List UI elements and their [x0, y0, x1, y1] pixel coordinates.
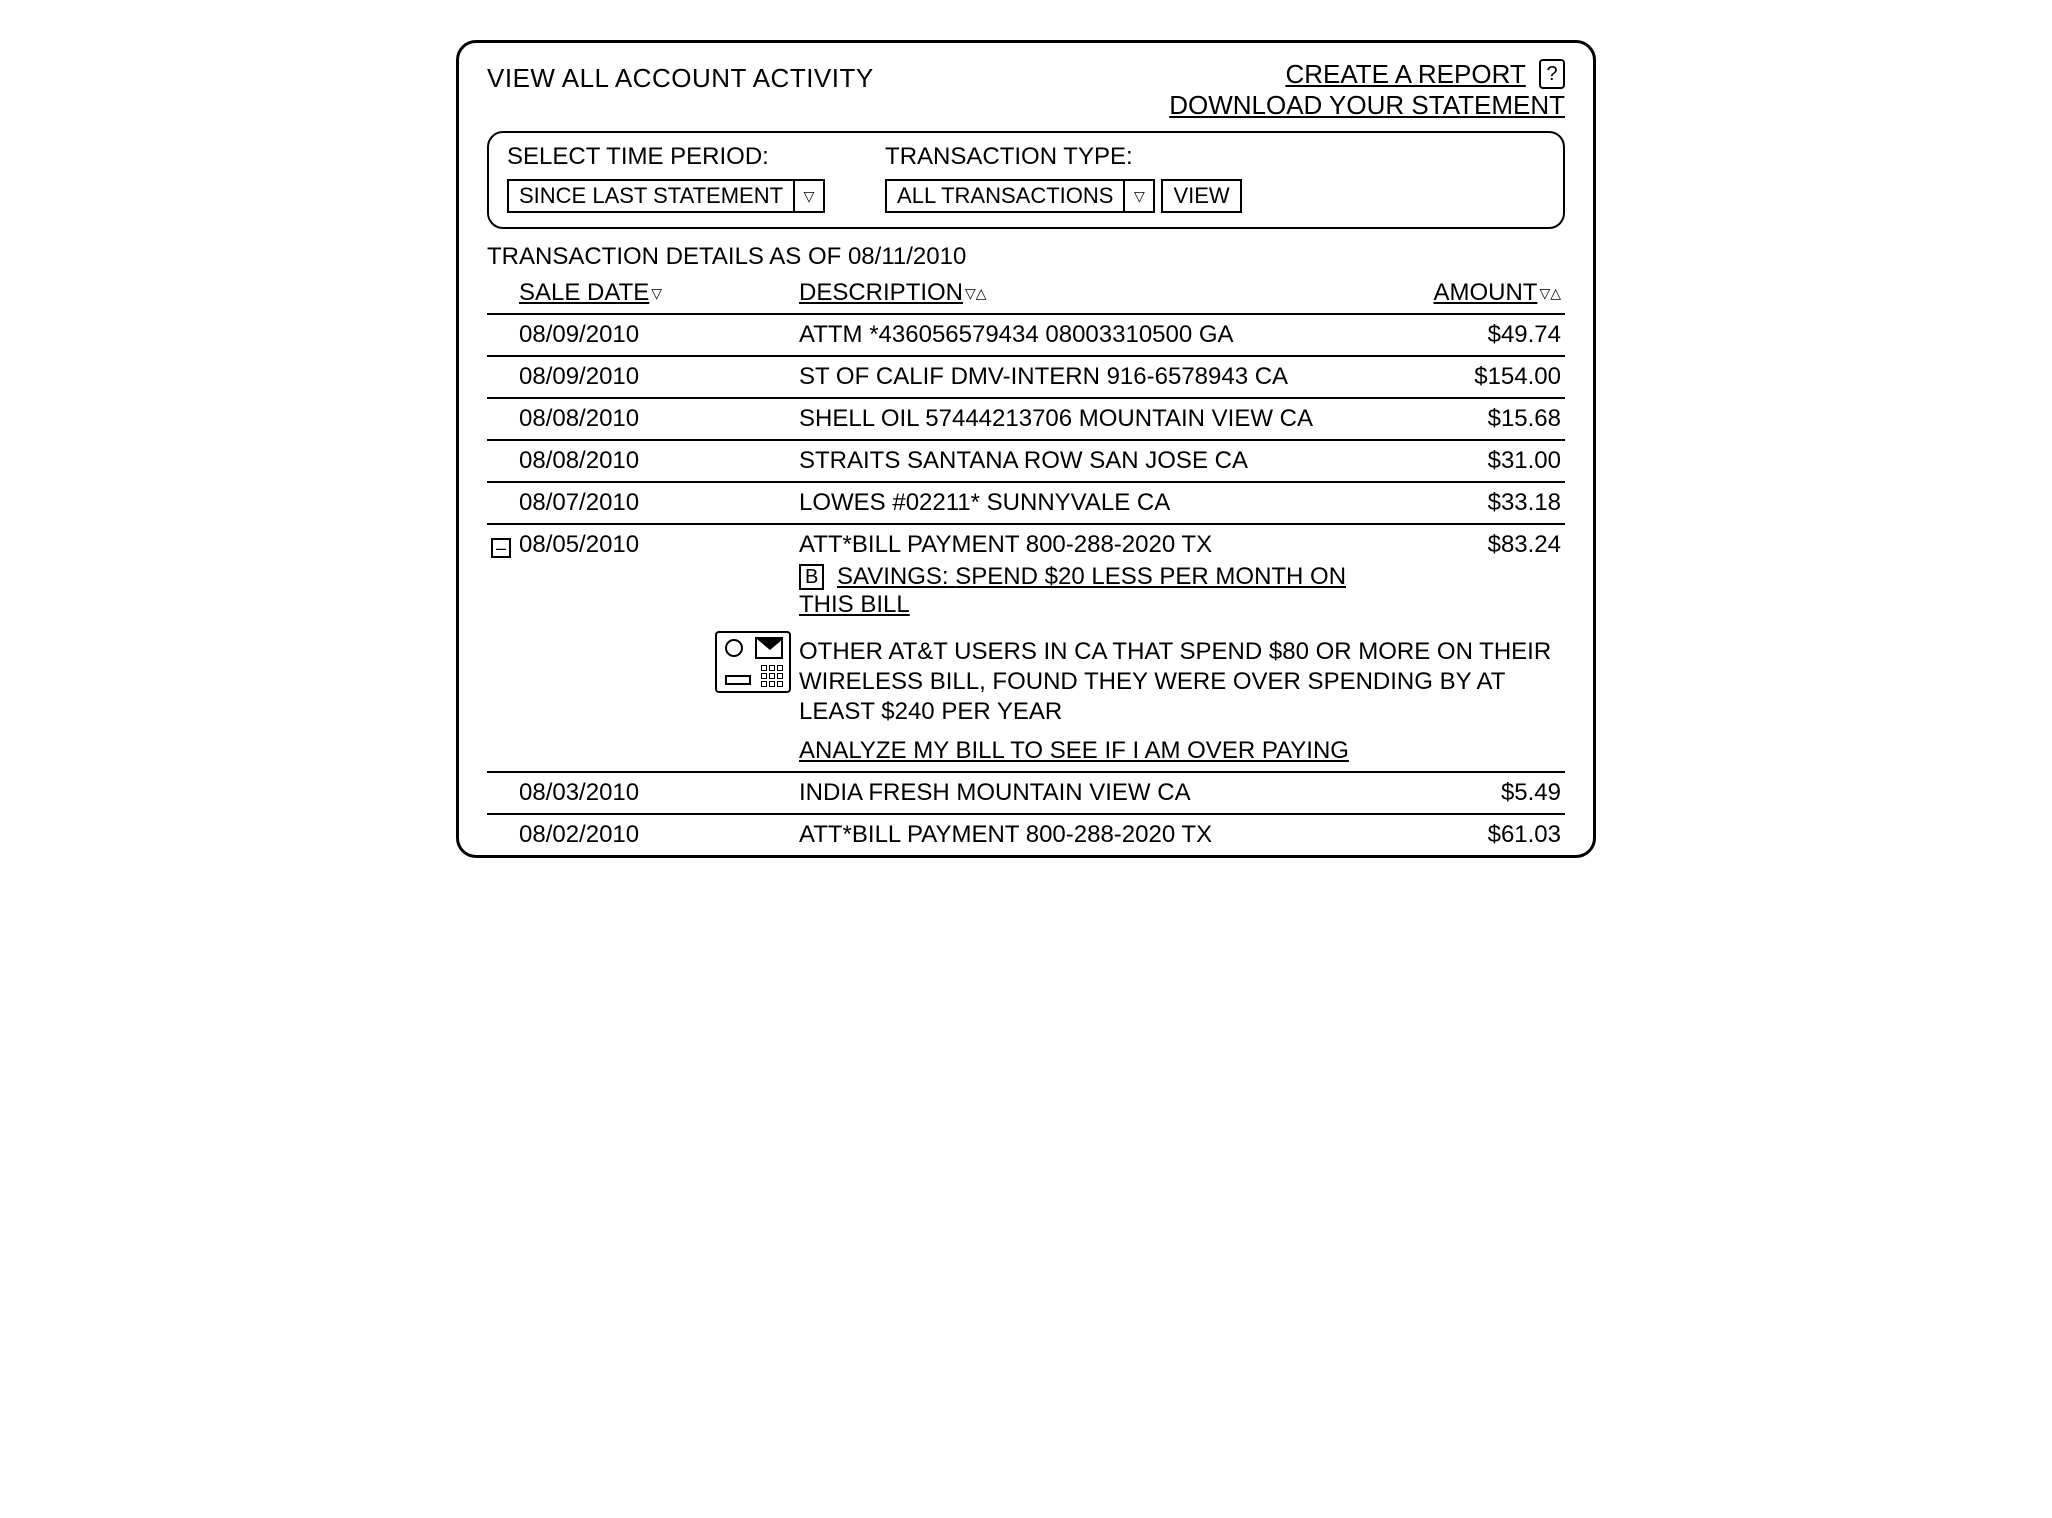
sort-updown-icon: ▽△: [965, 285, 987, 302]
col-sale-date[interactable]: SALE DATE▽: [515, 275, 795, 314]
cell-amount: $49.74: [1393, 314, 1565, 356]
col-description[interactable]: DESCRIPTION▽△: [795, 275, 1393, 314]
table-row: 08/03/2010 INDIA FRESH MOUNTAIN VIEW CA …: [487, 772, 1565, 814]
table-row: 08/02/2010 ATT*BILL PAYMENT 800-288-2020…: [487, 814, 1565, 855]
cell-amount: $83.24: [1393, 524, 1565, 625]
cell-date: 08/02/2010: [515, 814, 795, 855]
cell-amount: $33.18: [1393, 482, 1565, 524]
transaction-type-filter: TRANSACTION TYPE: ALL TRANSACTIONS ▽ VIE…: [885, 143, 1242, 213]
cell-amount: $31.00: [1393, 440, 1565, 482]
transaction-type-select[interactable]: ALL TRANSACTIONS: [885, 179, 1125, 213]
cell-date: 08/03/2010: [515, 772, 795, 814]
cell-date: 08/07/2010: [515, 482, 795, 524]
cell-desc: STRAITS SANTANA ROW SAN JOSE CA: [795, 440, 1393, 482]
filter-box: SELECT TIME PERIOD: SINCE LAST STATEMENT…: [487, 131, 1565, 229]
help-icon[interactable]: ?: [1539, 59, 1565, 89]
insight-cell: OTHER AT&T USERS IN CA THAT SPEND $80 OR…: [795, 625, 1565, 772]
col-amount[interactable]: AMOUNT▽△: [1393, 275, 1565, 314]
insight-text: OTHER AT&T USERS IN CA THAT SPEND $80 OR…: [799, 637, 1561, 727]
cell-desc: ATT*BILL PAYMENT 800-288-2020 TX B SAVIN…: [795, 524, 1393, 625]
cell-desc: ST OF CALIF DMV-INTERN 916-6578943 CA: [795, 356, 1393, 398]
cell-desc-text: ATT*BILL PAYMENT 800-288-2020 TX: [799, 531, 1389, 559]
table-row: 08/08/2010 SHELL OIL 57444213706 MOUNTAI…: [487, 398, 1565, 440]
create-report-link[interactable]: CREATE A REPORT: [1285, 59, 1525, 90]
table-row: 08/09/2010 ATTM *436056579434 0800331050…: [487, 314, 1565, 356]
cell-desc: SHELL OIL 57444213706 MOUNTAIN VIEW CA: [795, 398, 1393, 440]
cell-amount: $154.00: [1393, 356, 1565, 398]
cell-desc: LOWES #02211* SUNNYVALE CA: [795, 482, 1393, 524]
analyze-bill-link[interactable]: ANALYZE MY BILL TO SEE IF I AM OVER PAYI…: [799, 737, 1349, 765]
transaction-details-heading: TRANSACTION DETAILS AS OF 08/11/2010: [487, 243, 1565, 271]
time-period-select[interactable]: SINCE LAST STATEMENT: [507, 179, 795, 213]
time-period-dropdown-icon[interactable]: ▽: [795, 179, 825, 213]
table-row: 08/09/2010 ST OF CALIF DMV-INTERN 916-65…: [487, 356, 1565, 398]
page-title: VIEW ALL ACCOUNT ACTIVITY: [487, 59, 874, 94]
sort-updown-icon: ▽△: [1539, 285, 1561, 302]
cell-amount: $15.68: [1393, 398, 1565, 440]
collapse-toggle[interactable]: –: [491, 538, 511, 558]
transaction-type-dropdown-icon[interactable]: ▽: [1125, 179, 1155, 213]
savings-line: B SAVINGS: SPEND $20 LESS PER MONTH ON T…: [799, 563, 1389, 619]
cell-desc: ATTM *436056579434 08003310500 GA: [795, 314, 1393, 356]
device-icon: [715, 631, 791, 693]
time-period-filter: SELECT TIME PERIOD: SINCE LAST STATEMENT…: [507, 143, 825, 213]
table-row-expanded: – 08/05/2010 ATT*BILL PAYMENT 800-288-20…: [487, 524, 1565, 625]
table-row: 08/07/2010 LOWES #02211* SUNNYVALE CA $3…: [487, 482, 1565, 524]
savings-link[interactable]: SAVINGS: SPEND $20 LESS PER MONTH ON THI…: [799, 563, 1346, 618]
account-activity-panel: VIEW ALL ACCOUNT ACTIVITY CREATE A REPOR…: [456, 40, 1596, 858]
view-button[interactable]: VIEW: [1161, 179, 1241, 213]
header-links: CREATE A REPORT ? DOWNLOAD YOUR STATEMEN…: [1169, 59, 1565, 121]
cell-date: 08/09/2010: [515, 314, 795, 356]
cell-date: 08/08/2010: [515, 440, 795, 482]
cell-amount: $61.03: [1393, 814, 1565, 855]
cell-date: 08/09/2010: [515, 356, 795, 398]
download-statement-link[interactable]: DOWNLOAD YOUR STATEMENT: [1169, 90, 1565, 121]
savings-badge-icon: B: [799, 564, 824, 590]
cell-desc: INDIA FRESH MOUNTAIN VIEW CA: [795, 772, 1393, 814]
sort-down-icon: ▽: [651, 285, 662, 302]
cell-date: 08/08/2010: [515, 398, 795, 440]
cell-desc: ATT*BILL PAYMENT 800-288-2020 TX: [795, 814, 1393, 855]
transaction-type-label: TRANSACTION TYPE:: [885, 143, 1242, 171]
table-row-insight: OTHER AT&T USERS IN CA THAT SPEND $80 OR…: [487, 625, 1565, 772]
time-period-label: SELECT TIME PERIOD:: [507, 143, 825, 171]
cell-date: 08/05/2010: [515, 524, 795, 625]
transactions-table: SALE DATE▽ DESCRIPTION▽△ AMOUNT▽△ 08/09/…: [487, 275, 1565, 855]
header-row: VIEW ALL ACCOUNT ACTIVITY CREATE A REPOR…: [487, 59, 1565, 121]
table-row: 08/08/2010 STRAITS SANTANA ROW SAN JOSE …: [487, 440, 1565, 482]
cell-amount: $5.49: [1393, 772, 1565, 814]
